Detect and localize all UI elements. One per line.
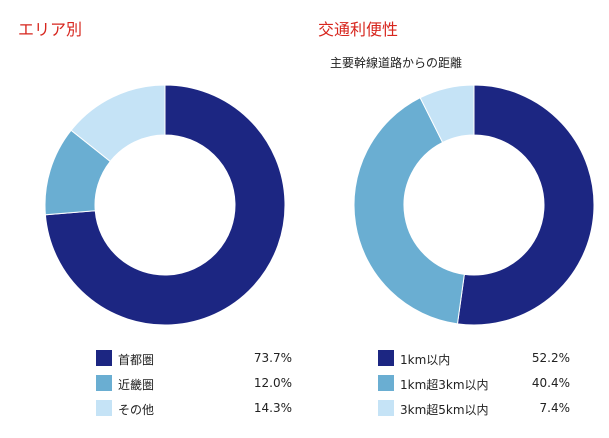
legend-swatch [96,350,112,366]
legend-label: 1km超3km以内 [400,378,489,392]
legend-value: 7.4% [539,401,571,415]
legend-item: 1km超3km以内 40.4% [378,375,570,392]
legend-swatch [378,400,394,416]
legend-label: 首都圏 [118,353,155,367]
legend-area: 首都圏 73.7% 近畿圏 12.0% その他 14.3% [96,350,292,425]
legend-item: 近畿圏 12.0% [96,375,292,392]
donut-slice-1 [354,97,465,325]
legend-swatch [378,375,394,391]
chart-title: エリア別 [18,20,83,39]
legend-label: 近畿圏 [118,378,155,392]
legend-item: その他 14.3% [96,400,292,417]
donut-slice-2 [419,85,475,144]
legend-item: 1km以内 52.2% [378,350,570,367]
legend-value: 40.4% [531,376,570,390]
legend-value: 14.3% [253,401,292,415]
legend-label: 3km超5km以内 [400,403,489,417]
chart-subtitle: 主要幹線道路からの距離 [330,56,463,70]
legend-item: 3km超5km以内 7.4% [378,400,571,417]
legend-value: 73.7% [253,351,292,365]
chart-panel-area: エリア別 首都圏 73.7% 近畿圏 12.0% その他 14.3% [18,0,308,438]
legend-access: 1km以内 52.2% 1km超3km以内 40.4% 3km超5km以内 7.… [378,350,570,425]
donut-slice-2 [70,85,166,163]
chart-title: 交通利便性 [318,20,399,39]
donut-chart-access [354,85,594,325]
legend-label: 1km以内 [400,353,451,367]
legend-value: 52.2% [531,351,570,365]
donut-slice-0 [456,85,594,325]
donut-chart-area [45,85,285,325]
legend-label: その他 [118,403,155,417]
donut-slice-0 [45,85,285,325]
legend-value: 12.0% [253,376,292,390]
legend-item: 首都圏 73.7% [96,350,292,367]
legend-swatch [96,400,112,416]
legend-swatch [96,375,112,391]
chart-panel-access: 交通利便性 主要幹線道路からの距離 1km以内 52.2% 1km超3km以内 … [318,0,608,438]
legend-swatch [378,350,394,366]
